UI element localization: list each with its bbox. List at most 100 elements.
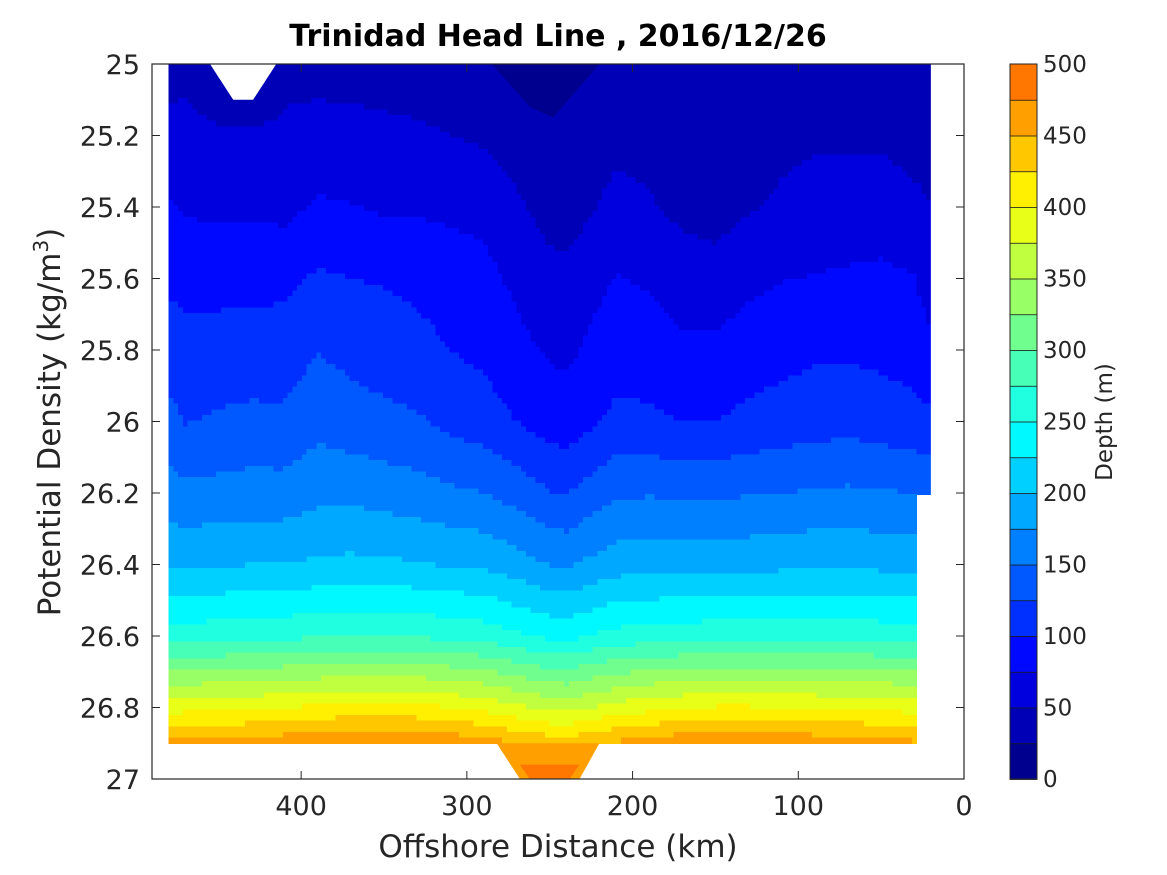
contour-cell	[826, 216, 832, 224]
contour-cell	[240, 222, 246, 229]
contour-cell	[849, 69, 856, 76]
contour-cell	[454, 165, 460, 173]
contour-cell	[220, 143, 227, 150]
contour-cell	[916, 97, 922, 105]
contour-cell	[506, 160, 513, 167]
contour-cell	[497, 97, 503, 105]
contour-cell	[201, 233, 208, 241]
contour-cell	[821, 143, 827, 150]
contour-cell	[206, 143, 213, 150]
contour-cell	[630, 171, 637, 178]
contour-cell	[321, 177, 327, 184]
contour-cell	[244, 109, 251, 116]
contour-cell	[282, 165, 289, 173]
contour-cell	[440, 92, 446, 99]
contour-cell	[902, 211, 908, 218]
contour-cell	[583, 114, 589, 122]
contour-cell	[664, 131, 670, 139]
contour-cell	[621, 148, 627, 156]
contour-cell	[926, 69, 932, 76]
contour-cell	[392, 80, 398, 88]
contour-cell	[525, 211, 532, 218]
contour-cell	[363, 182, 370, 190]
contour-cell	[335, 109, 341, 116]
contour-cell	[544, 126, 551, 133]
contour-cell	[425, 194, 432, 201]
contour-cell	[740, 148, 746, 156]
contour-cell	[468, 103, 475, 110]
contour-cell	[649, 222, 656, 229]
contour-cell	[259, 199, 265, 207]
contour-cell	[463, 80, 470, 88]
contour-cell	[616, 103, 622, 110]
contour-cell	[368, 109, 375, 116]
contour-cell	[306, 69, 313, 76]
contour-cell	[697, 114, 703, 122]
contour-cell	[559, 171, 565, 178]
contour-cell	[244, 154, 251, 161]
contour-cell	[263, 216, 270, 224]
contour-cell	[702, 171, 708, 178]
contour-cell	[182, 160, 189, 167]
contour-cell	[197, 137, 203, 144]
contour-cell	[911, 222, 918, 229]
contour-cell	[878, 222, 884, 229]
contour-cell	[502, 120, 508, 127]
contour-cell	[716, 205, 722, 212]
contour-cell	[587, 143, 594, 150]
contour-cell	[287, 143, 294, 150]
contour-cell	[625, 228, 632, 235]
contour-cell	[673, 86, 679, 93]
contour-cell	[592, 109, 598, 116]
contour-cell	[783, 194, 789, 201]
contour-cell	[749, 126, 756, 133]
contour-cell	[211, 239, 217, 246]
contour-cell	[487, 216, 494, 224]
contour-cell	[240, 188, 246, 195]
contour-cell	[697, 222, 703, 229]
contour-cell	[759, 148, 765, 156]
contour-cell	[759, 137, 765, 144]
contour-cell	[602, 114, 608, 122]
contour-cell	[721, 154, 727, 161]
contour-cell	[749, 75, 756, 82]
contour-cell	[721, 165, 727, 173]
contour-cell	[440, 86, 446, 93]
contour-cell	[554, 120, 560, 127]
contour-cell	[911, 80, 918, 88]
contour-cell	[640, 92, 646, 99]
contour-cell	[673, 182, 679, 190]
contour-cell	[768, 216, 775, 224]
contour-cell	[573, 194, 579, 201]
contour-cell	[849, 171, 856, 178]
contour-cell	[220, 188, 227, 195]
contour-cell	[225, 114, 232, 122]
contour-cell	[721, 75, 727, 82]
contour-cell	[297, 199, 303, 207]
contour-cell	[745, 154, 751, 161]
contour-cell	[554, 228, 560, 235]
contour-cell	[802, 171, 808, 178]
contour-cell	[216, 143, 222, 150]
contour-cell	[816, 114, 822, 122]
contour-cell	[730, 64, 737, 71]
contour-cell	[725, 194, 732, 201]
contour-cell	[273, 137, 279, 144]
contour-cell	[211, 109, 217, 116]
contour-cell	[783, 182, 789, 190]
contour-cell	[625, 120, 632, 127]
contour-cell	[382, 137, 389, 144]
contour-cell	[578, 120, 584, 127]
contour-cell	[387, 188, 394, 195]
contour-cell	[868, 114, 875, 122]
contour-cell	[387, 137, 394, 144]
contour-cell	[687, 177, 694, 184]
contour-cell	[806, 114, 813, 122]
contour-cell	[206, 114, 213, 122]
contour-cell	[492, 233, 498, 241]
contour-cell	[811, 216, 818, 224]
contour-cell	[621, 97, 627, 105]
contour-cell	[297, 137, 303, 144]
contour-cell	[802, 120, 808, 127]
contour-cell	[240, 177, 246, 184]
